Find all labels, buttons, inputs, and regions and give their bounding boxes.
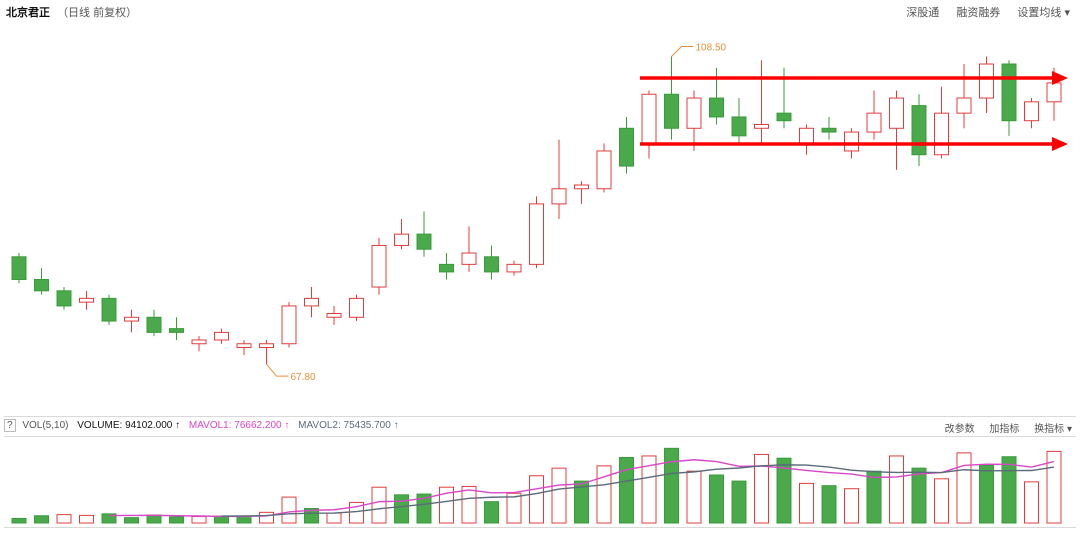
- mavol2-value: 75435.700 ↑: [344, 420, 399, 431]
- link-edit-params[interactable]: 改参数: [945, 424, 975, 435]
- link-rongzirongquan[interactable]: 融资融券: [956, 7, 1000, 19]
- volume-label: VOLUME:: [77, 420, 122, 431]
- volume-panel[interactable]: [4, 436, 1076, 528]
- chart-header: 北京君正 （日线 前复权） 深股通 融资融券 设置均线 ▾: [6, 4, 1074, 22]
- link-set-ma[interactable]: 设置均线 ▾: [1017, 7, 1070, 19]
- volume-header: ? VOL(5,10) VOLUME: 94102.000 ↑ MAVOL1: …: [4, 420, 1076, 436]
- link-swap-indicator[interactable]: 换指标 ▾: [1034, 424, 1072, 435]
- help-icon[interactable]: ?: [4, 419, 16, 432]
- vol-indicator-label: VOL(5,10): [22, 420, 68, 431]
- mavol1-label: MAVOL1:: [189, 420, 232, 431]
- mavol1-value: 76662.200 ↑: [234, 420, 289, 431]
- price-panel[interactable]: 67.80 108.50: [4, 22, 1076, 417]
- link-add-indicator[interactable]: 加指标: [989, 424, 1019, 435]
- vol-links: 改参数 加指标 换指标 ▾: [933, 420, 1072, 435]
- svg-text:67.80: 67.80: [291, 372, 316, 383]
- period-label: （日线 前复权）: [57, 7, 137, 19]
- volume-value: 94102.000 ↑: [125, 420, 180, 431]
- link-shengutong[interactable]: 深股通: [906, 7, 939, 19]
- svg-text:108.50: 108.50: [696, 42, 727, 53]
- mavol2-label: MAVOL2:: [298, 420, 341, 431]
- header-links: 深股通 融资融券 设置均线 ▾: [892, 4, 1070, 20]
- stock-name: 北京君正: [6, 7, 50, 19]
